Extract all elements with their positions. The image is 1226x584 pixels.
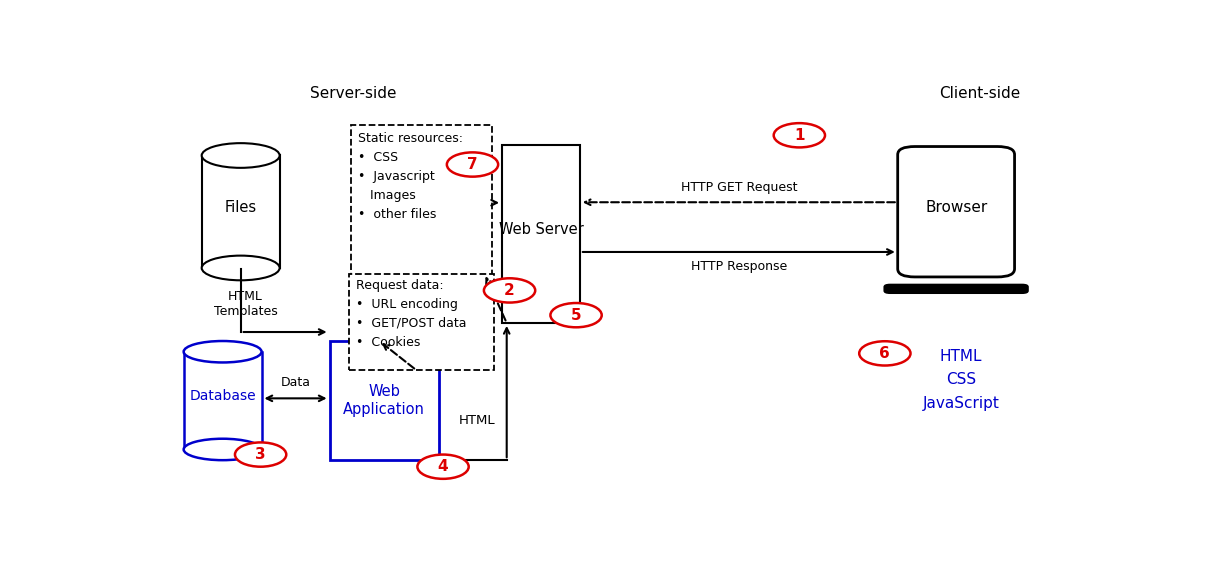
- Text: HTML
Templates: HTML Templates: [213, 290, 277, 318]
- Text: 3: 3: [255, 447, 266, 462]
- Circle shape: [550, 303, 602, 327]
- Text: Files: Files: [224, 200, 256, 215]
- Text: Browser: Browser: [924, 200, 987, 215]
- Text: Client-side: Client-side: [939, 86, 1020, 101]
- Text: 1: 1: [794, 128, 804, 142]
- Text: HTTP Response: HTTP Response: [690, 260, 787, 273]
- Ellipse shape: [184, 341, 261, 363]
- Ellipse shape: [184, 439, 261, 460]
- Text: HTML: HTML: [459, 414, 495, 427]
- Circle shape: [417, 454, 468, 479]
- Bar: [330, 341, 439, 460]
- Text: 4: 4: [438, 459, 449, 474]
- FancyBboxPatch shape: [897, 147, 1015, 277]
- Text: 5: 5: [571, 308, 581, 322]
- Text: 6: 6: [879, 346, 890, 361]
- Circle shape: [484, 279, 536, 303]
- Bar: [348, 273, 494, 370]
- Text: 2: 2: [504, 283, 515, 298]
- Text: Server-side: Server-side: [309, 86, 396, 101]
- Circle shape: [235, 443, 287, 467]
- Text: HTML
CSS
JavaScript: HTML CSS JavaScript: [922, 349, 999, 411]
- Ellipse shape: [202, 143, 280, 168]
- Text: Data: Data: [281, 376, 310, 390]
- Text: Web Server: Web Server: [499, 223, 584, 237]
- Circle shape: [774, 123, 825, 147]
- Text: HTTP GET Request: HTTP GET Request: [680, 181, 797, 194]
- Text: Static resources:
•  CSS
•  Javascript
   Images
•  other files: Static resources: • CSS • Javascript Ima…: [358, 132, 463, 221]
- Text: Request data:
•  URL encoding
•  GET/POST data
•  Cookies: Request data: • URL encoding • GET/POST …: [356, 279, 467, 349]
- Text: Database: Database: [189, 389, 256, 403]
- Bar: [501, 145, 580, 323]
- Text: Web
Application: Web Application: [343, 384, 425, 417]
- FancyBboxPatch shape: [884, 284, 1029, 294]
- Text: 7: 7: [467, 157, 478, 172]
- Circle shape: [446, 152, 498, 176]
- Circle shape: [859, 341, 911, 366]
- Bar: [351, 125, 492, 298]
- Ellipse shape: [202, 256, 280, 280]
